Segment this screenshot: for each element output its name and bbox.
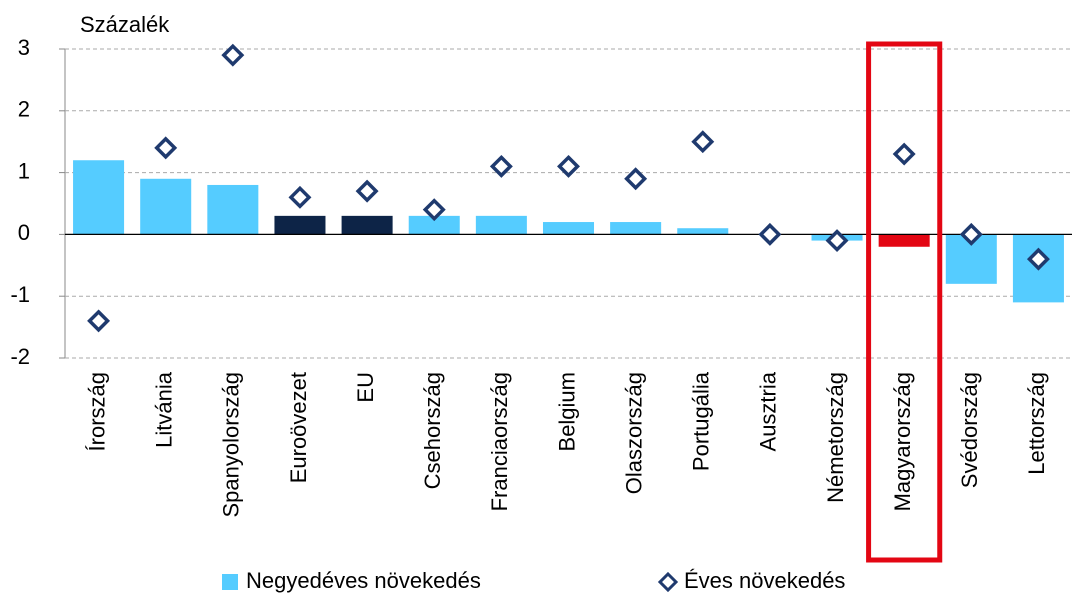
x-tick-label: Németország xyxy=(823,372,848,503)
x-tick-label: Olaszország xyxy=(621,372,646,494)
bar xyxy=(341,215,393,235)
marker xyxy=(959,222,983,246)
bar xyxy=(542,222,595,235)
x-tick-label: Írország xyxy=(84,372,109,451)
bar xyxy=(73,160,125,235)
y-axis-label: Százalék xyxy=(80,12,170,37)
highlight-box xyxy=(866,41,943,563)
marker xyxy=(1026,247,1050,271)
marker xyxy=(691,130,715,154)
x-tick-label: Belgium xyxy=(554,372,579,451)
legend-label: Éves növekedés xyxy=(684,568,845,593)
x-tick-label: Magyarország xyxy=(890,372,915,511)
marker xyxy=(355,179,379,203)
y-tick-label: 3 xyxy=(18,35,30,60)
marker xyxy=(557,154,580,178)
x-tick-label: Litvánia xyxy=(152,371,177,448)
marker xyxy=(892,142,916,166)
legend-label: Negyedéves növekedés xyxy=(246,568,481,593)
y-tick-label: 1 xyxy=(18,158,30,183)
y-tick-label: -1 xyxy=(10,282,30,307)
y-tick-label: -2 xyxy=(10,344,30,369)
x-tick-label: Ausztria xyxy=(756,371,781,451)
bar xyxy=(140,178,192,235)
x-tick-label: Spanyolország xyxy=(219,372,244,518)
bar xyxy=(878,234,930,247)
y-tick-label: 0 xyxy=(18,220,30,245)
x-tick-label: Lettország xyxy=(1024,372,1049,475)
bar xyxy=(207,184,259,235)
bar xyxy=(475,215,527,235)
marker xyxy=(154,136,178,160)
x-tick-label: Csehország xyxy=(420,372,445,489)
marker xyxy=(624,167,648,191)
marker xyxy=(825,229,849,253)
x-tick-label: EU xyxy=(353,372,378,403)
x-tick-label: Svédország xyxy=(957,372,982,488)
bar xyxy=(408,215,460,235)
marker xyxy=(87,309,111,333)
marker xyxy=(489,154,513,178)
x-tick-label: Franciaország xyxy=(487,372,512,511)
legend-swatch xyxy=(657,571,679,593)
y-tick-label: 2 xyxy=(18,97,30,122)
x-tick-label: Portugália xyxy=(689,371,714,471)
legend-swatch xyxy=(222,574,238,590)
marker xyxy=(422,198,446,222)
bar xyxy=(610,222,662,235)
marker xyxy=(221,43,245,67)
bar xyxy=(274,215,326,235)
marker xyxy=(288,185,312,209)
x-tick-label: Euroövezet xyxy=(286,372,311,483)
bar xyxy=(677,228,729,235)
marker xyxy=(758,222,782,246)
